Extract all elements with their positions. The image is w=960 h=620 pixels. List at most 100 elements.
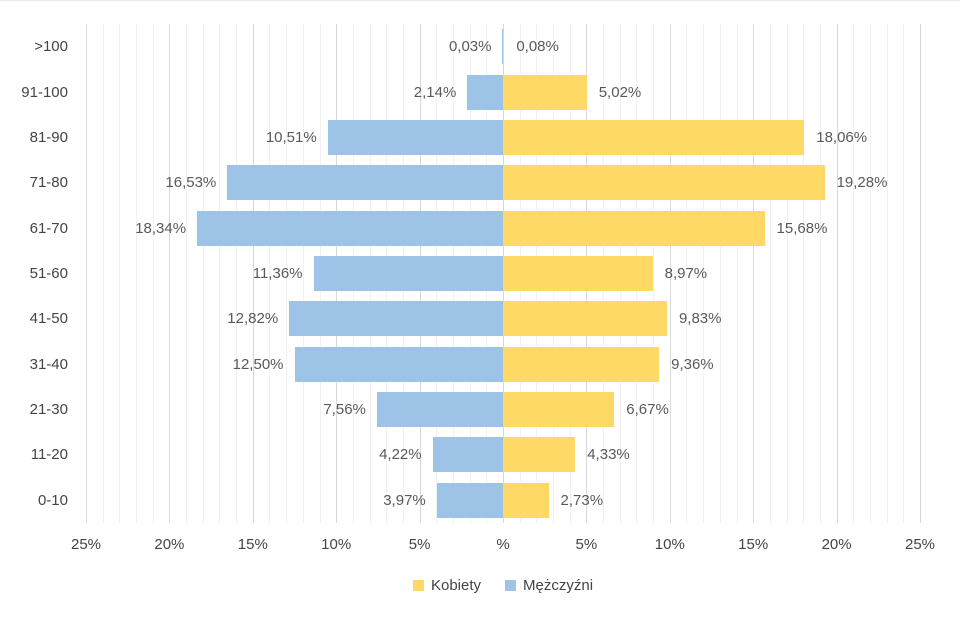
- x-tick-label: 5%: [408, 536, 431, 553]
- women-value-label: 18,06%: [816, 128, 868, 146]
- women-value-label: 2,73%: [560, 491, 604, 509]
- major-gridline: [920, 24, 921, 523]
- minor-gridline: [686, 24, 688, 523]
- women-bar: [503, 346, 660, 382]
- women-value-label: 19,28%: [836, 174, 888, 192]
- minor-gridline: [302, 24, 304, 523]
- major-gridline: [836, 24, 838, 523]
- minor-gridline: [269, 24, 271, 523]
- minor-gridline: [219, 24, 221, 523]
- minor-gridline: [786, 24, 788, 523]
- x-tick-label: 25%: [70, 536, 102, 553]
- age-group-label: 21-30: [29, 401, 68, 419]
- minor-gridline: [719, 24, 721, 523]
- women-value-label: 6,67%: [626, 401, 669, 419]
- women-value-label: 8,97%: [664, 265, 708, 282]
- men-bar: [376, 392, 503, 428]
- legend-label-kobiety: Kobiety: [430, 577, 482, 594]
- mezczyzni-swatch: [505, 580, 517, 591]
- women-bar: [503, 165, 825, 201]
- women-bar: [503, 74, 587, 110]
- men-value-label: 3,97%: [383, 491, 426, 509]
- women-bar: [503, 256, 653, 291]
- x-tick-label: %: [496, 536, 510, 553]
- men-bar: [289, 301, 503, 337]
- minor-gridline: [736, 24, 738, 523]
- men-bar: [327, 119, 503, 155]
- kobiety-swatch: [412, 580, 424, 591]
- women-value-label: 4,33%: [587, 446, 630, 464]
- men-bar: [502, 29, 503, 65]
- men-value-label: 12,50%: [232, 355, 284, 373]
- men-value-label: 12,82%: [227, 310, 279, 328]
- minor-gridline: [886, 24, 888, 523]
- men-bar: [432, 437, 503, 473]
- men-value-label: 16,53%: [165, 174, 217, 192]
- age-group-label: 91-100: [21, 83, 68, 101]
- minor-gridline: [803, 24, 805, 523]
- age-group-label: 31-40: [29, 355, 68, 373]
- women-bar: [503, 119, 805, 155]
- men-value-label: 10,51%: [265, 128, 317, 146]
- x-tick-label: 15%: [738, 536, 769, 553]
- men-value-label: 11,36%: [252, 265, 303, 282]
- minor-gridline: [286, 24, 288, 523]
- x-tick-label: 25%: [904, 536, 936, 553]
- legend: Kobiety Mężczyźni: [86, 577, 920, 594]
- men-value-label: 7,56%: [323, 401, 366, 419]
- age-group-label: 0-10: [37, 491, 68, 509]
- minor-gridline: [236, 24, 238, 523]
- minor-gridline: [769, 24, 771, 523]
- women-bar: [503, 482, 549, 518]
- women-value-label: 5,02%: [598, 83, 642, 101]
- men-bar: [313, 256, 503, 291]
- x-axis: 25% 20% 15% 10% 5%% 5% 10% 15% 20% 25%: [71, 536, 935, 556]
- x-tick-label: 5%: [575, 536, 598, 553]
- women-bar: [503, 301, 667, 337]
- women-bar: [503, 437, 576, 473]
- men-bar: [197, 210, 503, 246]
- minor-gridline: [703, 24, 705, 523]
- men-bar: [294, 346, 503, 382]
- plot-area: 0,03% 0,08% 2,14% 5,02% 10,51% 18,06% 16,53% 19…: [86, 24, 921, 523]
- major-gridline: [252, 24, 254, 523]
- minor-gridline: [102, 24, 104, 523]
- men-value-label: 18,34%: [135, 219, 187, 237]
- women-bar: [503, 210, 765, 246]
- age-group-label: 41-50: [29, 310, 68, 328]
- minor-gridline: [819, 24, 821, 523]
- minor-gridline: [202, 24, 204, 523]
- minor-gridline: [653, 24, 655, 523]
- men-bar: [436, 482, 503, 518]
- men-bar: [467, 74, 503, 110]
- minor-gridline: [903, 24, 905, 523]
- age-group-label: 71-80: [29, 174, 68, 192]
- major-gridline: [669, 24, 671, 523]
- minor-gridline: [853, 24, 855, 523]
- women-value-label: 9,36%: [671, 355, 714, 373]
- age-group-label: 51-60: [29, 264, 68, 282]
- women-value-label: 0,08%: [516, 38, 559, 56]
- men-value-label: 2,14%: [413, 83, 457, 101]
- major-gridline: [169, 24, 171, 523]
- x-tick-label: 20%: [154, 536, 185, 553]
- minor-gridline: [136, 24, 138, 523]
- legend-label-mezczyzni: Mężczyźni: [523, 577, 594, 594]
- age-group-label: 11-20: [30, 446, 68, 464]
- x-tick-label: 15%: [237, 536, 268, 553]
- women-bar: [503, 29, 505, 65]
- age-group-label: 81-90: [29, 128, 68, 146]
- minor-gridline: [152, 24, 154, 523]
- women-value-label: 15,68%: [776, 219, 828, 237]
- minor-gridline: [119, 24, 121, 523]
- men-value-label: 0,03%: [448, 38, 492, 56]
- women-bar: [503, 392, 615, 428]
- major-gridline: [86, 24, 87, 523]
- minor-gridline: [186, 24, 188, 523]
- major-gridline: [753, 24, 755, 523]
- x-tick-label: 10%: [321, 536, 352, 553]
- age-group-label: 61-70: [29, 219, 68, 237]
- x-tick-label: 20%: [821, 536, 852, 553]
- legend-item-mezczyzni: Mężczyźni: [505, 577, 593, 594]
